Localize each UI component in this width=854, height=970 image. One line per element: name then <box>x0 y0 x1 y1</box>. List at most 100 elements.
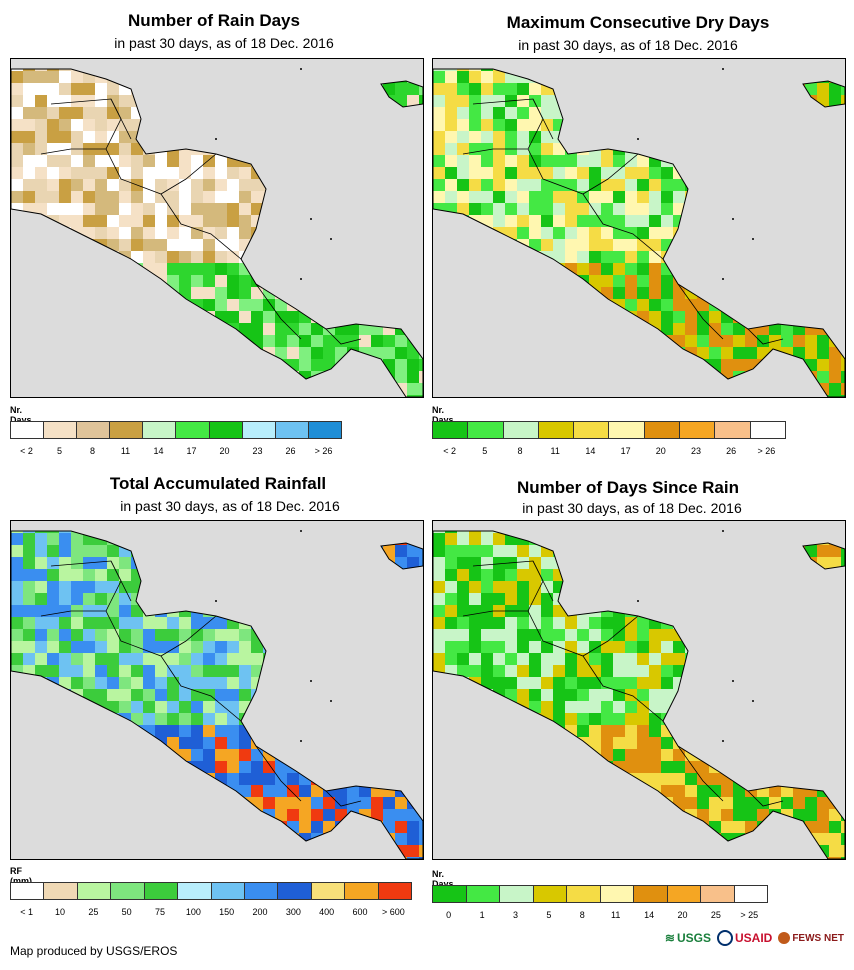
grid-cell <box>35 215 47 227</box>
grid-cell <box>167 677 179 689</box>
grid-cell <box>745 179 757 191</box>
grid-cell <box>203 737 215 749</box>
grid-cell <box>613 531 625 533</box>
grid-cell <box>11 287 23 299</box>
grid-cell <box>721 119 733 131</box>
grid-cell <box>613 629 625 641</box>
grid-cell <box>805 581 817 593</box>
fews-net-logo[interactable]: FEWS NET <box>778 932 844 944</box>
grid-cell <box>709 287 721 299</box>
grid-cell <box>673 545 685 557</box>
grid-cell <box>817 155 829 167</box>
legend-label: 14 <box>585 446 596 456</box>
grid-cell <box>769 773 781 785</box>
grid-cell <box>661 179 673 191</box>
grid-cell <box>359 323 371 335</box>
grid-cell <box>457 581 469 593</box>
grid-cell <box>383 593 395 605</box>
grid-cell <box>457 833 469 845</box>
grid-cell <box>793 107 805 119</box>
grid-cell <box>383 605 395 617</box>
grid-cell <box>493 83 505 95</box>
grid-cell <box>251 533 263 545</box>
grid-cell <box>71 287 83 299</box>
grid-cell <box>143 821 155 833</box>
legend-swatch <box>609 422 645 438</box>
grid-cell <box>83 641 95 653</box>
grid-cell <box>167 239 179 251</box>
grid-cell <box>239 569 251 581</box>
grid-cell <box>505 737 517 749</box>
grid-cell <box>685 737 697 749</box>
grid-cell <box>469 383 481 395</box>
grid-cell <box>215 83 227 95</box>
grid-cell <box>191 689 203 701</box>
legend-swatch <box>211 883 245 899</box>
grid-cell <box>685 371 697 383</box>
grid-cell <box>311 203 323 215</box>
grid-cell <box>565 821 577 833</box>
grid-cell <box>131 725 143 737</box>
grid-cell <box>469 617 481 629</box>
grid-cell <box>601 569 613 581</box>
grid-cell <box>203 287 215 299</box>
grid-cell <box>107 275 119 287</box>
grid-cell <box>661 371 673 383</box>
grid-cell <box>829 605 841 617</box>
grid-cell <box>565 359 577 371</box>
grid-cell <box>613 71 625 83</box>
grid-cell <box>35 335 47 347</box>
grid-cell <box>697 371 709 383</box>
grid-cell <box>155 797 167 809</box>
grid-cell <box>493 533 505 545</box>
grid-cell <box>227 119 239 131</box>
grid-cell <box>359 605 371 617</box>
grid-cell <box>637 191 649 203</box>
grid-cell <box>817 311 829 323</box>
grid-cell <box>287 131 299 143</box>
map-rain-days[interactable] <box>10 58 424 398</box>
grid-cell <box>83 395 95 397</box>
map-accumulated-rainfall[interactable] <box>10 520 424 860</box>
grid-cell <box>745 311 757 323</box>
grid-cell <box>829 71 841 83</box>
usgs-logo[interactable]: ≋ USGS <box>664 931 711 945</box>
grid-cell <box>433 251 445 263</box>
usaid-logo[interactable]: USAID <box>716 930 772 946</box>
grid-cell <box>445 689 457 701</box>
grid-cell <box>661 749 673 761</box>
grid-cell <box>637 263 649 275</box>
grid-cell <box>275 179 287 191</box>
grid-cell <box>745 713 757 725</box>
grid-cell <box>733 215 745 227</box>
coastline <box>380 542 423 570</box>
grid-cell <box>601 311 613 323</box>
grid-cell <box>697 641 709 653</box>
grid-cell <box>577 131 589 143</box>
grid-cell <box>263 581 275 593</box>
grid-cell <box>323 725 335 737</box>
grid-cell <box>793 323 805 335</box>
grid-cell <box>613 545 625 557</box>
grid-cell <box>721 725 733 737</box>
grid-cell <box>227 179 239 191</box>
grid-cell <box>445 809 457 821</box>
coastline <box>802 80 845 108</box>
grid-cell <box>829 653 841 665</box>
grid-cell <box>841 299 845 311</box>
grid-cell <box>107 533 119 545</box>
grid-cell <box>481 545 493 557</box>
grid-cell <box>167 713 179 725</box>
grid-cell <box>263 251 275 263</box>
grid-cell <box>829 545 841 557</box>
grid-cell <box>457 203 469 215</box>
grid-cell <box>781 749 793 761</box>
grid-cell <box>721 383 733 395</box>
map-days-since-rain[interactable] <box>432 520 846 860</box>
grid-cell <box>155 701 167 713</box>
grid-cell <box>769 275 781 287</box>
grid-cell <box>239 629 251 641</box>
grid-cell <box>649 713 661 725</box>
map-dry-days[interactable] <box>432 58 846 398</box>
grid-cell <box>155 155 167 167</box>
